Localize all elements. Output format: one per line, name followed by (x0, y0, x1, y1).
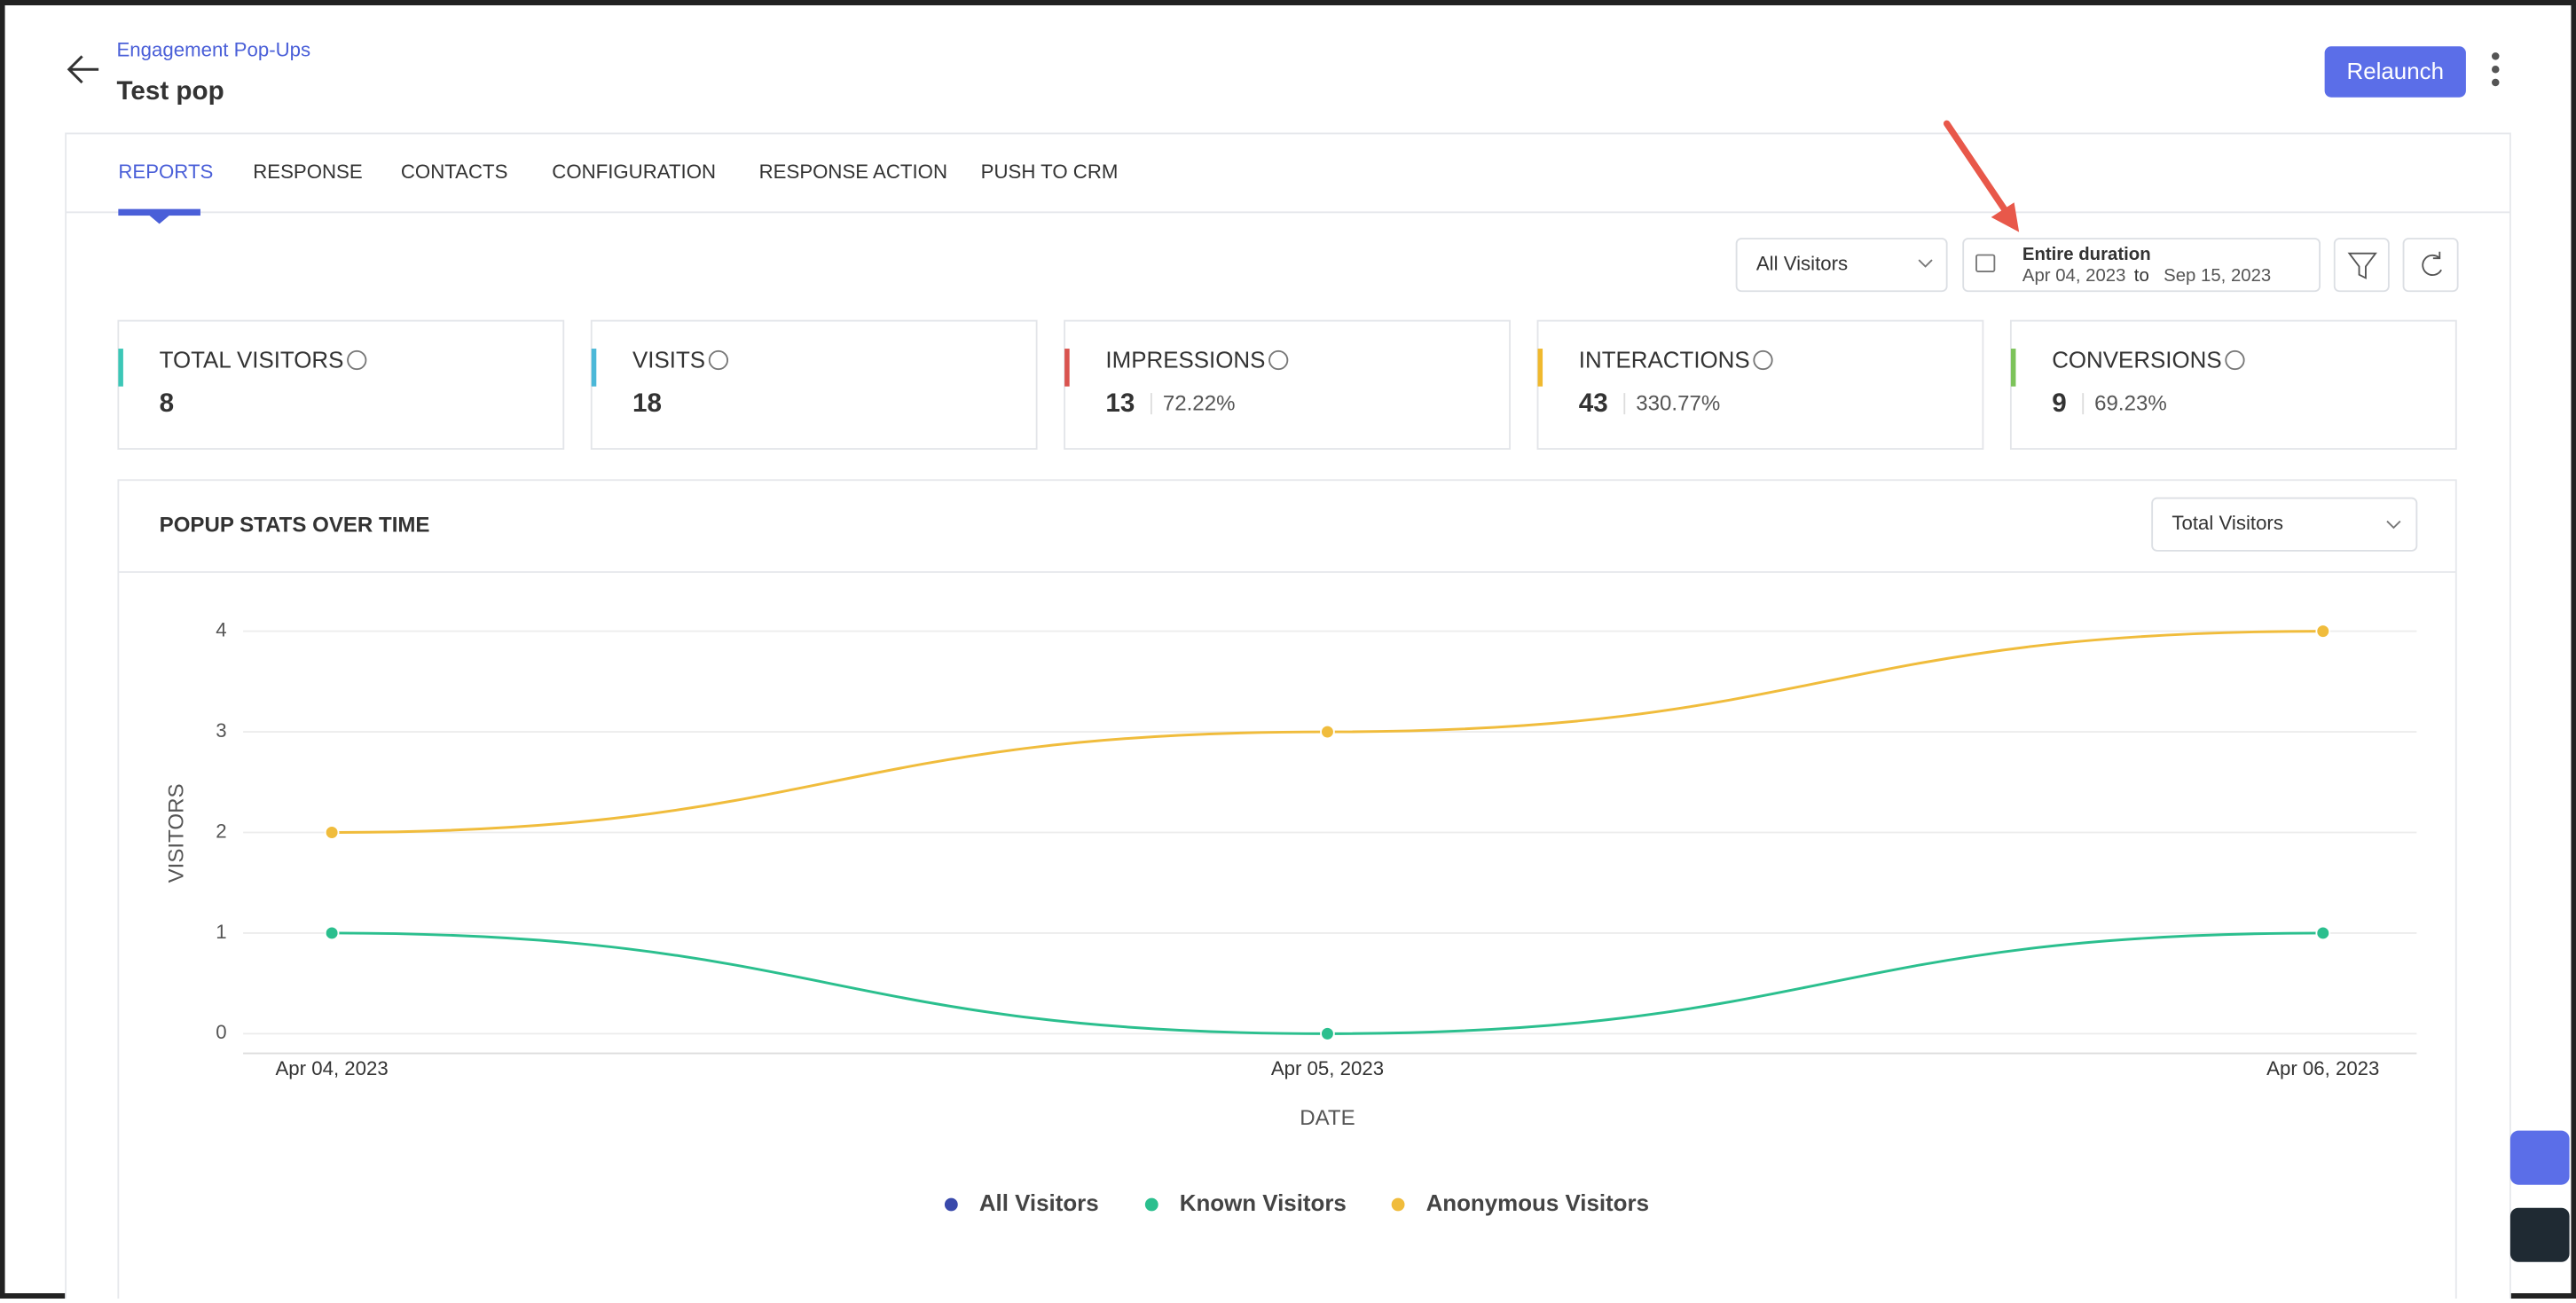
chat-widget[interactable] (2509, 1130, 2570, 1185)
metric-value[interactable]: Total Visitors (2172, 512, 2283, 534)
refresh-button[interactable] (2402, 238, 2459, 293)
y-tick-label: 1 (216, 921, 226, 943)
tab[interactable]: RESPONSE (253, 161, 362, 183)
chart-card (117, 479, 2457, 1303)
stat-percent: 72.22% (1163, 391, 1236, 415)
chevron (2386, 520, 2401, 530)
tab-pointer (149, 216, 169, 224)
range-to: Sep 15, 2023 (2164, 266, 2271, 286)
notes-widget[interactable] (2509, 1207, 2570, 1262)
range-title: Entire duration (2022, 245, 2151, 264)
data-point (2315, 925, 2331, 941)
kebab-menu[interactable] (2491, 52, 2500, 87)
range-to-word: to (2134, 266, 2149, 286)
stat-label: INTERACTIONS (1579, 349, 1750, 373)
stat-card (1064, 319, 1511, 450)
tab-indicator (118, 208, 200, 216)
y-tick-label: 0 (216, 1021, 226, 1043)
tab[interactable]: REPORTS (118, 161, 213, 183)
y-tick-label: 2 (216, 820, 226, 842)
legend-dot (1391, 1197, 1405, 1212)
tab[interactable]: CONFIGURATION (552, 161, 716, 183)
legend-label[interactable]: Anonymous Visitors (1426, 1191, 1649, 1216)
range-from: Apr 04, 2023 (2022, 266, 2126, 286)
y-tick-label: 3 (216, 719, 226, 742)
stat-accent (2010, 349, 2016, 387)
info-icon (1268, 349, 1289, 371)
stat-card (590, 319, 1038, 450)
info-icon (708, 349, 729, 371)
x-axis-title: DATE (1300, 1106, 1355, 1130)
data-point (324, 925, 340, 941)
filter-button[interactable] (2333, 238, 2390, 293)
y-tick-label: 4 (216, 619, 226, 641)
annotation-arrow (1943, 120, 2011, 217)
stat-accent (1537, 349, 1543, 387)
chevron (1918, 259, 1933, 268)
info-icon (347, 349, 367, 371)
stat-accent (1064, 349, 1070, 387)
legend-dot (944, 1197, 958, 1212)
audience-value[interactable]: All Visitors (1756, 252, 1848, 274)
data-point (2315, 624, 2331, 639)
page-title: Test pop (116, 76, 224, 106)
chart-title: POPUP STATS OVER TIME (160, 513, 430, 537)
tab[interactable]: PUSH TO CRM (981, 161, 1119, 183)
legend-label[interactable]: All Visitors (979, 1191, 1099, 1216)
stat-card (117, 319, 565, 450)
back-arrow[interactable] (67, 55, 99, 84)
info-icon (2225, 349, 2245, 371)
stat-percent: 330.77% (1636, 391, 1720, 415)
x-tick-label: Apr 04, 2023 (275, 1057, 388, 1079)
y-axis-title: VISITORS (164, 783, 188, 883)
stat-label: CONVERSIONS (2052, 349, 2221, 373)
stat-value: 43 (1579, 389, 1608, 418)
stat-accent (118, 349, 123, 387)
date-range[interactable] (1962, 238, 2321, 293)
breadcrumb[interactable]: Engagement Pop-Ups (116, 39, 310, 61)
stat-value: 8 (160, 389, 174, 418)
tab[interactable]: RESPONSE ACTION (759, 161, 947, 183)
stat-percent: 69.23% (2094, 391, 2167, 415)
refresh-icon (2422, 251, 2442, 276)
x-tick-label: Apr 06, 2023 (2266, 1057, 2379, 1079)
info-icon (1753, 349, 1773, 371)
stat-label: IMPRESSIONS (1105, 349, 1265, 373)
stat-value: 9 (2052, 389, 2066, 418)
stat-value: 18 (632, 389, 662, 418)
tab[interactable]: CONTACTS (401, 161, 508, 183)
stat-card (1536, 319, 1984, 450)
filter-icon (2347, 252, 2377, 279)
stat-label: TOTAL VISITORS (160, 349, 344, 373)
stat-label: VISITS (632, 349, 705, 373)
metric-dropdown[interactable] (2151, 497, 2418, 552)
stat-card (2009, 319, 2457, 450)
audience-dropdown[interactable] (1735, 238, 1948, 293)
stat-accent (591, 349, 597, 387)
stat-value: 13 (1105, 389, 1135, 418)
data-point (324, 825, 340, 840)
legend-label[interactable]: Known Visitors (1180, 1191, 1347, 1216)
calendar-icon (1975, 254, 1996, 272)
relaunch-button[interactable] (2324, 46, 2466, 98)
legend-dot (1144, 1197, 1158, 1212)
relaunch-label[interactable]: Relaunch (2347, 59, 2444, 84)
x-tick-label: Apr 05, 2023 (1271, 1057, 1384, 1079)
annotation-arrowhead (1991, 202, 2020, 232)
data-point (1320, 1026, 1335, 1041)
data-point (1320, 724, 1335, 740)
